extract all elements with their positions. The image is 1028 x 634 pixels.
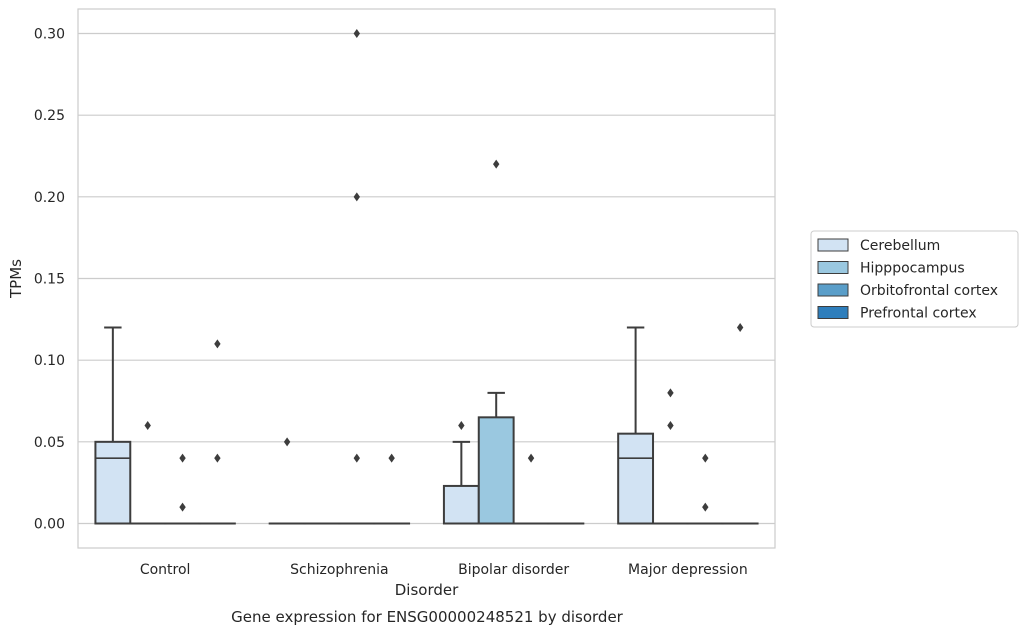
outlier-point <box>667 421 674 430</box>
outlier-point <box>353 29 360 38</box>
legend-label: Cerebellum <box>860 238 940 254</box>
legend-label: Hipppocampus <box>860 261 965 277</box>
y-axis-title: TPMs <box>7 259 25 299</box>
outlier-point <box>736 323 744 332</box>
outlier-point <box>702 502 709 512</box>
outlier-point <box>458 421 465 430</box>
legend-swatch <box>817 306 849 319</box>
y-tick-label: 0.30 <box>34 27 65 43</box>
box-hipppocampus <box>129 421 167 525</box>
y-tick-label: 0.15 <box>34 272 65 288</box>
x-axis-ticks: Control Schizophrenia Bipolar disorder Majo… <box>140 562 748 578</box>
outlier-point <box>702 453 709 463</box>
legend: Cerebellum Hipppocampus Orbitofrontal cort… <box>810 230 1019 328</box>
chart-caption: Gene expression for ENSG00000248521 by d… <box>231 608 624 626</box>
legend-frame <box>810 230 1019 328</box>
box-prefrontal-cortex <box>721 323 759 525</box>
outlier-point <box>353 453 360 463</box>
legend-swatch <box>817 261 849 274</box>
x-tick-label: Major depression <box>628 562 748 578</box>
outlier-point <box>527 453 535 463</box>
boxes-layer <box>94 29 759 525</box>
y-tick-label: 0.25 <box>34 108 65 124</box>
outlier-point <box>388 453 395 463</box>
box-orbitofrontal-cortex <box>686 453 724 525</box>
outlier-point <box>283 437 291 447</box>
box-hipppocampus <box>477 159 515 525</box>
legend-label: Prefrontal cortex <box>860 306 977 322</box>
gridlines <box>78 32 775 525</box>
box-cerebellum <box>442 421 480 525</box>
box-body <box>94 440 132 525</box>
y-axis-ticks: 0.00 0.05 0.10 0.15 0.20 0.25 0.30 <box>34 27 65 533</box>
x-tick-label: Control <box>140 562 191 578</box>
box-cerebellum <box>268 437 306 525</box>
box-orbitofrontal-cortex <box>164 453 201 525</box>
box-cerebellum <box>617 326 655 525</box>
x-tick-label: Schizophrenia <box>290 562 388 578</box>
x-tick-label: Bipolar disorder <box>458 562 569 578</box>
outlier-point <box>214 453 221 463</box>
box-orbitofrontal-cortex <box>338 29 376 525</box>
box-orbitofrontal-cortex <box>512 453 550 525</box>
box-prefrontal-cortex <box>373 453 411 525</box>
y-tick-label: 0.00 <box>34 517 65 533</box>
outlier-point <box>179 502 186 512</box>
legend-label: Orbitofrontal cortex <box>860 283 998 299</box>
box-hipppocampus <box>652 388 689 525</box>
y-tick-label: 0.20 <box>34 190 65 206</box>
outlier-point <box>179 453 186 463</box>
box-cerebellum <box>94 326 132 525</box>
y-tick-label: 0.05 <box>34 435 65 451</box>
legend-swatch <box>817 238 849 252</box>
outlier-point <box>214 339 221 349</box>
box-body <box>617 432 655 525</box>
box-prefrontal-cortex <box>198 339 236 525</box>
outlier-point <box>667 388 674 398</box>
outlier-point <box>493 159 500 169</box>
x-axis-title: Disorder <box>395 581 459 599</box>
legend-swatch <box>817 283 849 297</box>
plot-frame <box>77 8 776 549</box>
box-body <box>477 416 515 525</box>
y-tick-label: 0.10 <box>34 353 65 369</box>
outlier-point <box>144 421 151 430</box>
box-body <box>442 484 480 525</box>
outlier-point <box>353 192 360 202</box>
